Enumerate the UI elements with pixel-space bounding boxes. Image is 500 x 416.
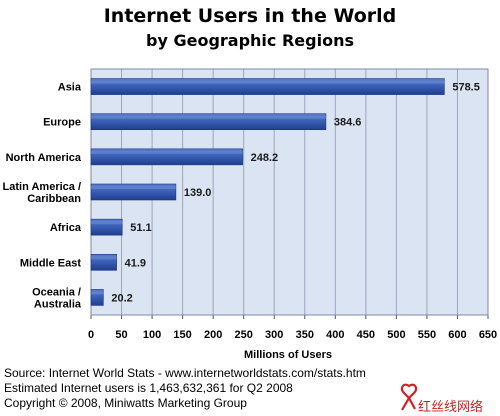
x-tick-label: 350 bbox=[296, 329, 314, 341]
footer-copyright: Copyright © 2008, Miniwatts Marketing Gr… bbox=[4, 396, 247, 410]
x-tick-label: 300 bbox=[265, 329, 283, 341]
x-tick-label: 150 bbox=[173, 329, 191, 341]
plot-area: 0 50 100 150 200 250 300 350 400 450 500 550 600 650 5… bbox=[3, 68, 497, 341]
bar-highlight bbox=[91, 150, 243, 154]
x-tick-label: 250 bbox=[235, 329, 253, 341]
bar-highlight bbox=[91, 186, 176, 189]
x-tick-label: 400 bbox=[326, 329, 344, 341]
bar-highlight bbox=[91, 80, 445, 84]
x-tick-label: 550 bbox=[418, 329, 436, 341]
x-axis-title: Millions of Users bbox=[244, 349, 332, 361]
footer-estimate: Estimated Internet users is 1,463,632,36… bbox=[4, 381, 293, 395]
data-label: 248.2 bbox=[251, 152, 279, 164]
category-label: Australia bbox=[34, 298, 82, 310]
data-label: 51.1 bbox=[130, 222, 151, 234]
bar-highlight bbox=[91, 115, 326, 119]
chart-title-line1: Internet Users in the World bbox=[104, 5, 397, 27]
category-label: North America bbox=[6, 152, 82, 164]
ribbon-logo-icon bbox=[400, 383, 418, 411]
x-tick-label: 100 bbox=[143, 329, 161, 341]
category-label: Oceania / bbox=[32, 286, 81, 298]
x-tick-label: 50 bbox=[115, 329, 127, 341]
watermark-text: 红丝线网络 bbox=[418, 400, 484, 415]
watermark: 红丝线网络 bbox=[398, 382, 498, 415]
chart-title-line2: by Geographic Regions bbox=[146, 31, 354, 50]
data-label: 20.2 bbox=[111, 292, 132, 304]
bar-highlight bbox=[91, 221, 123, 225]
bar-highlight bbox=[91, 291, 104, 295]
x-tick-label: 600 bbox=[448, 329, 466, 341]
category-label: Middle East bbox=[20, 257, 81, 269]
footer-source: Source: Internet World Stats - www.inter… bbox=[4, 366, 366, 380]
category-label: Caribbean bbox=[27, 193, 81, 205]
x-tick-label: 200 bbox=[204, 329, 222, 341]
data-label: 139.0 bbox=[184, 187, 212, 199]
x-tick-label: 0 bbox=[88, 329, 94, 341]
bar-highlight bbox=[91, 256, 117, 260]
category-label: Latin America / bbox=[3, 181, 81, 193]
x-tick-label: 650 bbox=[479, 329, 497, 341]
x-tick-label: 500 bbox=[387, 329, 405, 341]
chart: Internet Users in the World by Geographi… bbox=[3, 5, 498, 361]
data-label: 41.9 bbox=[125, 257, 146, 269]
data-label: 384.6 bbox=[334, 117, 362, 129]
source-footer: Source: Internet World Stats - www.inter… bbox=[4, 366, 366, 411]
category-label: Asia bbox=[58, 82, 82, 94]
x-tick-label: 450 bbox=[357, 329, 375, 341]
category-label: Africa bbox=[50, 222, 82, 234]
data-label: 578.5 bbox=[452, 82, 480, 94]
category-label: Europe bbox=[43, 117, 81, 129]
